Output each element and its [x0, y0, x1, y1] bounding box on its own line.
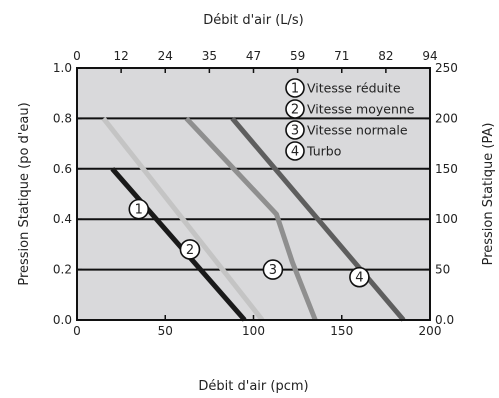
y-right-axis-title: Pression Statique (PA) [481, 123, 496, 266]
x-bottom-axis-title: Débit d'air (pcm) [198, 379, 308, 394]
x-bottom-tick-label: 100 [242, 324, 265, 338]
x-bottom-tick-label: 50 [158, 324, 173, 338]
legend-marker-label-3: 3 [291, 124, 299, 139]
curve-marker-1 [128, 198, 150, 220]
legend-marker-3 [285, 120, 305, 140]
curve-1 [110, 167, 247, 322]
curve-marker-label-3: 3 [269, 263, 277, 278]
legend-marker-1 [285, 78, 305, 98]
y-left-tick-label: 1.0 [53, 61, 72, 75]
y-left-tick-label: 0.6 [53, 162, 72, 176]
curve-marker-label-4: 4 [355, 271, 363, 286]
y-left-tick-label: 0.0 [53, 313, 72, 327]
curve-marker-label-1: 1 [135, 203, 143, 218]
gridlines [77, 117, 430, 271]
x-top-tick-label: 24 [158, 49, 173, 63]
y-left-tick-label: 0.8 [53, 111, 72, 125]
curve-marker-3 [262, 259, 284, 280]
x-top-tick-label: 0 [73, 49, 81, 63]
curve-marker-label-2: 2 [186, 243, 194, 258]
x-top-tick-label: 59 [290, 49, 305, 63]
x-bottom-tick-label: 0 [73, 324, 81, 338]
x-top-axis-title: Débit d'air (L/s) [203, 13, 304, 28]
curve-marker-4 [349, 266, 370, 288]
x-top-tick-label: 94 [422, 49, 437, 63]
legend-marker-label-2: 2 [291, 103, 299, 118]
x-top-tick-label: 12 [113, 49, 128, 63]
y-left-axis-title: Pression Statique (po d'eau) [17, 102, 32, 285]
x-top-tick-label: 47 [246, 49, 261, 63]
x-bottom-tick-label: 150 [330, 324, 353, 338]
curve-4 [230, 116, 406, 322]
y-right-tick-label: 150 [435, 162, 458, 176]
x-top-tick-label: 71 [334, 49, 349, 63]
legend: 1 Vitesse réduite 2 Vitesse moyenne 3 Vitesse… [285, 78, 415, 161]
legend-label-1: Vitesse réduite [307, 81, 401, 96]
x-top-tick-label: 35 [202, 49, 217, 63]
legend-marker-4 [285, 141, 305, 161]
x-top-tick-label: 82 [378, 49, 393, 63]
curves [101, 116, 406, 322]
legend-marker-label-1: 1 [291, 82, 299, 97]
y-left-tick-label: 0.2 [53, 263, 72, 277]
y-right-tick-label: 200 [435, 111, 458, 125]
legend-marker-2 [285, 99, 305, 119]
y-right-tick-label: 100 [435, 212, 458, 226]
legend-label-2: Vitesse moyenne [307, 102, 415, 117]
legend-marker-label-4: 4 [291, 145, 299, 160]
curve-3 [184, 116, 318, 321]
y-left-tick-label: 0.4 [53, 212, 72, 226]
legend-label-4: Turbo [306, 144, 341, 159]
curve-markers: 1 2 3 4 [128, 198, 370, 288]
curve-2 [101, 116, 265, 322]
legend-label-3: Vitesse normale [307, 123, 408, 138]
y-right-tick-label: 250 [435, 61, 458, 75]
x-bottom-tick-label: 200 [419, 324, 442, 338]
y-right-tick-label: 50 [435, 263, 450, 277]
curve-marker-2 [179, 239, 201, 260]
y-right-tick-label: 0.0 [435, 313, 454, 327]
